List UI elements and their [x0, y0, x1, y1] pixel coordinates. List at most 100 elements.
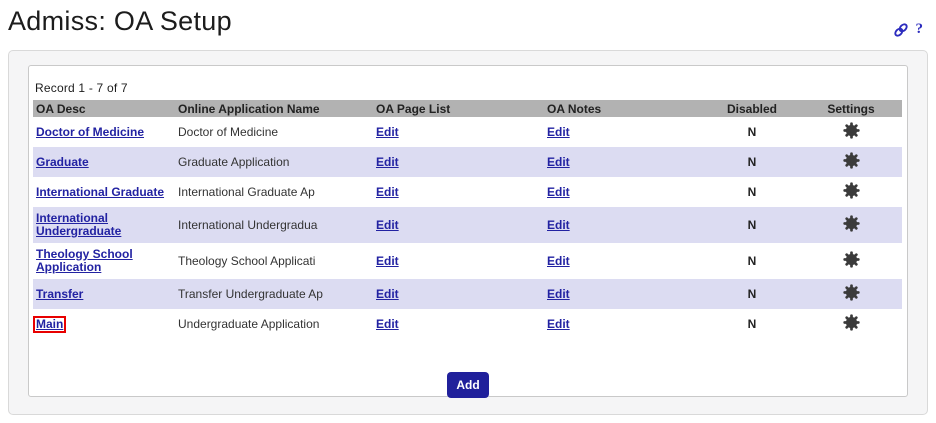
oa-page-list-edit-link[interactable]: Edit: [376, 316, 399, 331]
settings-gear-icon[interactable]: [842, 284, 860, 301]
table-row: Doctor of Medicine Doctor of Medicine Edit…: [33, 117, 902, 147]
column-header-oa-notes: OA Notes: [544, 100, 704, 117]
oa-notes-cell: Edit: [544, 117, 704, 147]
oa-desc-cell: International Graduate: [33, 177, 175, 207]
help-icon[interactable]: ?: [915, 21, 924, 37]
disabled-cell: N: [704, 309, 800, 339]
oa-page-list-cell: Edit: [373, 279, 544, 309]
oa-desc-cell: Main: [33, 309, 175, 339]
oa-page-list-cell: Edit: [373, 243, 544, 279]
oa-notes-edit-link[interactable]: Edit: [547, 217, 570, 232]
online-application-name-cell: International Graduate Ap: [178, 184, 315, 199]
settings-cell: [800, 177, 902, 207]
online-application-name-cell: International Undergradua: [178, 217, 318, 232]
oa-notes-cell: Edit: [544, 207, 704, 243]
oa-desc-link[interactable]: Theology School Application: [36, 247, 133, 274]
table-row: Graduate Graduate Application Edit Edit N: [33, 147, 902, 177]
oa-page-list-edit-link[interactable]: Edit: [376, 286, 399, 301]
table-panel: Record 1 - 7 of 7 OA Desc Online Applicat…: [28, 65, 908, 398]
oa-page-list-edit-link[interactable]: Edit: [376, 154, 399, 169]
column-header-settings: Settings: [800, 100, 902, 117]
table-row: International Undergraduate International…: [33, 207, 902, 243]
oa-desc-cell: Theology School Application: [33, 243, 175, 279]
oa-notes-edit-link[interactable]: Edit: [547, 154, 570, 169]
settings-cell: [800, 309, 902, 339]
add-button-area: Add: [33, 372, 903, 398]
disabled-flag: N: [747, 124, 757, 139]
oa-desc-link[interactable]: Doctor of Medicine: [36, 124, 145, 139]
record-count: Record 1 - 7 of 7: [35, 81, 128, 95]
online-application-name-cell: Undergraduate Application: [178, 316, 320, 331]
column-header-oa-desc: OA Desc: [33, 100, 175, 117]
disabled-flag: N: [747, 253, 757, 268]
settings-gear-icon[interactable]: [842, 215, 860, 232]
oa-page-list-edit-link[interactable]: Edit: [376, 124, 399, 139]
oa-desc-link[interactable]: Main: [36, 316, 64, 331]
disabled-cell: N: [704, 279, 800, 309]
disabled-flag: N: [747, 217, 757, 232]
oa-page-list-edit-link[interactable]: Edit: [376, 184, 399, 199]
disabled-cell: N: [704, 243, 800, 279]
settings-cell: [800, 117, 902, 147]
oa-page-list-edit-link[interactable]: Edit: [376, 217, 399, 232]
oa-notes-edit-link[interactable]: Edit: [547, 316, 570, 331]
settings-cell: [800, 279, 902, 309]
settings-cell: [800, 243, 902, 279]
oa-desc-cell: Doctor of Medicine: [33, 117, 175, 147]
disabled-flag: N: [747, 154, 757, 169]
settings-cell: [800, 147, 902, 177]
oa-desc-cell: Graduate: [33, 147, 175, 177]
oa-notes-edit-link[interactable]: Edit: [547, 124, 570, 139]
oa-page-list-cell: Edit: [373, 309, 544, 339]
page-title: Admiss: OA Setup: [8, 6, 232, 36]
disabled-cell: N: [704, 117, 800, 147]
oa-desc-link[interactable]: International Undergraduate: [36, 211, 122, 238]
settings-gear-icon[interactable]: [842, 182, 860, 199]
settings-gear-icon[interactable]: [842, 152, 860, 169]
header-icons: ?: [893, 21, 924, 38]
settings-cell: [800, 207, 902, 243]
table-row: Theology School Application Theology Scho…: [33, 243, 902, 279]
oa-page-list-cell: Edit: [373, 207, 544, 243]
oa-notes-cell: Edit: [544, 279, 704, 309]
oa-setup-table: OA Desc Online Application Name OA Page Li…: [33, 100, 902, 339]
click-target-highlight: Main: [33, 315, 67, 333]
online-application-name-cell: Theology School Applicati: [178, 253, 316, 268]
online-application-name-cell: Graduate Application: [178, 154, 290, 169]
disabled-cell: N: [704, 177, 800, 207]
disabled-flag: N: [747, 286, 757, 301]
content-card: Record 1 - 7 of 7 OA Desc Online Applicat…: [8, 50, 928, 415]
oa-page-list-edit-link[interactable]: Edit: [376, 253, 399, 268]
settings-gear-icon[interactable]: [842, 314, 860, 331]
disabled-cell: N: [704, 147, 800, 177]
oa-notes-cell: Edit: [544, 177, 704, 207]
settings-gear-icon[interactable]: [842, 122, 860, 139]
disabled-flag: N: [747, 184, 757, 199]
oa-desc-link[interactable]: Transfer: [36, 286, 84, 301]
add-button[interactable]: Add: [447, 372, 489, 398]
permalink-icon[interactable]: [893, 22, 909, 38]
oa-desc-link[interactable]: Graduate: [36, 154, 89, 169]
oa-notes-cell: Edit: [544, 309, 704, 339]
oa-desc-link[interactable]: International Graduate: [36, 184, 165, 199]
oa-notes-edit-link[interactable]: Edit: [547, 286, 570, 301]
oa-notes-edit-link[interactable]: Edit: [547, 253, 570, 268]
online-application-name-cell: Doctor of Medicine: [178, 124, 279, 139]
disabled-cell: N: [704, 207, 800, 243]
settings-gear-icon[interactable]: [842, 251, 860, 268]
oa-page-list-cell: Edit: [373, 147, 544, 177]
table-header-row: OA Desc Online Application Name OA Page Li…: [33, 100, 902, 117]
disabled-flag: N: [747, 316, 757, 331]
online-application-name-cell: Transfer Undergraduate Ap: [178, 286, 323, 301]
oa-notes-cell: Edit: [544, 243, 704, 279]
column-header-oa-page-list: OA Page List: [373, 100, 544, 117]
column-header-online-application-name: Online Application Name: [175, 100, 373, 117]
oa-desc-cell: International Undergraduate: [33, 207, 175, 243]
table-row: Transfer Transfer Undergraduate Ap Edit Edi…: [33, 279, 902, 309]
table-row: International Graduate International Grad…: [33, 177, 902, 207]
oa-page-list-cell: Edit: [373, 177, 544, 207]
oa-page-list-cell: Edit: [373, 117, 544, 147]
oa-notes-cell: Edit: [544, 147, 704, 177]
oa-notes-edit-link[interactable]: Edit: [547, 184, 570, 199]
